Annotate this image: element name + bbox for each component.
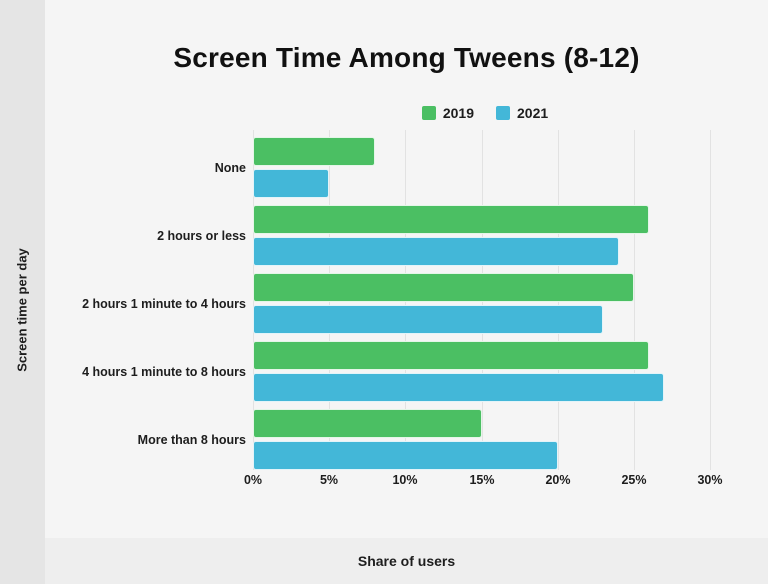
category-label: 2 hours 1 minute to 4 hours [82, 296, 246, 311]
category-label: More than 8 hours [137, 432, 246, 447]
legend-item-2019: 2019 [421, 105, 474, 121]
legend-label: 2019 [442, 105, 474, 121]
x-tick-label: 25% [621, 473, 647, 487]
bar-2021-0 [253, 169, 329, 198]
x-axis-title: Share of users [357, 553, 456, 569]
bar-2019-3 [253, 341, 649, 370]
bar-2021-3 [253, 373, 664, 402]
plot-area [253, 130, 711, 470]
x-tick-label: 0% [243, 473, 263, 487]
x-tick-label: 5% [319, 473, 339, 487]
legend-swatch-icon [421, 106, 436, 120]
x-tick-label: 20% [545, 473, 571, 487]
legend-label: 2021 [517, 105, 549, 121]
x-tick-label: 15% [469, 473, 495, 487]
legend-swatch-icon [496, 106, 510, 120]
bar-2019-4 [253, 409, 482, 438]
bar-2019-2 [253, 273, 634, 302]
bar-2019-1 [253, 205, 649, 234]
x-tick-label: 30% [697, 473, 723, 487]
bar-2019-0 [253, 137, 375, 166]
gridline [710, 130, 711, 470]
y-axis-title: Screen time per day [14, 248, 30, 372]
category-label: None [214, 160, 246, 175]
x-tick-label: 10% [392, 473, 418, 487]
gridline [634, 130, 635, 470]
legend-item-2021: 2021 [496, 105, 548, 121]
bar-2021-2 [253, 305, 603, 334]
bar-2021-4 [253, 441, 558, 470]
chart-legend: 2019 2021 [253, 103, 717, 123]
left-axis-band [0, 0, 45, 584]
category-label: 2 hours or less [157, 228, 246, 243]
category-label: 4 hours 1 minute to 8 hours [82, 364, 246, 379]
chart-title: Screen Time Among Tweens (8-12) [173, 42, 640, 73]
bar-2021-1 [253, 237, 619, 266]
bottom-axis-band: Share of users [45, 538, 768, 584]
